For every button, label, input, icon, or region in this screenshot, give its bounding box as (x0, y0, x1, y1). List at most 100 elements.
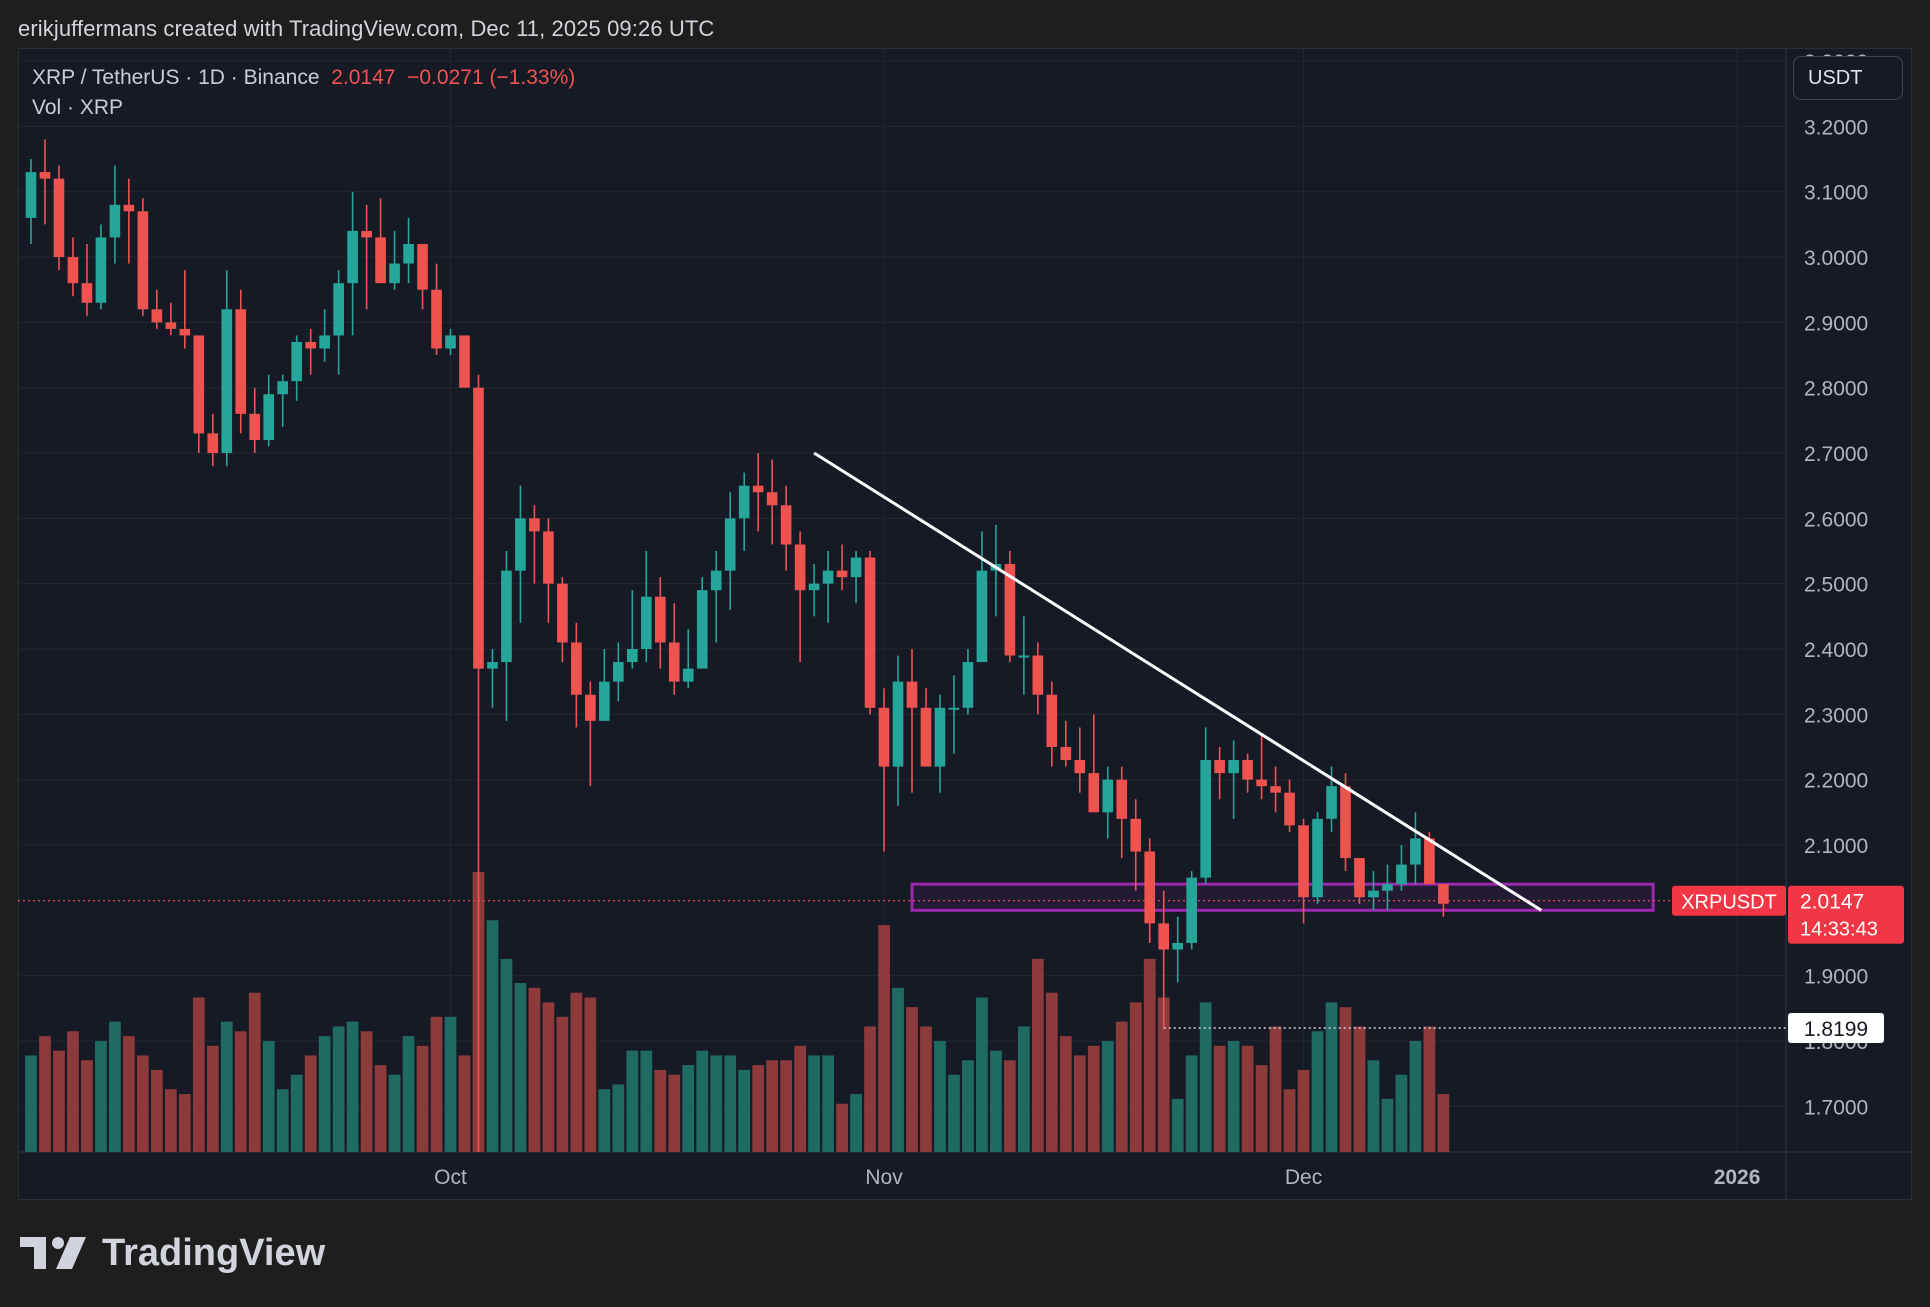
candle-body[interactable] (766, 492, 778, 506)
candle-body[interactable] (1270, 786, 1281, 793)
candle-body[interactable] (738, 485, 750, 519)
currency-button[interactable]: USDT (1793, 56, 1903, 100)
candle-body[interactable] (263, 394, 275, 440)
candle-body[interactable] (1046, 694, 1058, 747)
candle-body[interactable] (626, 648, 638, 663)
volume-legend[interactable]: Vol · XRP (32, 96, 124, 119)
candle-body[interactable] (1396, 864, 1407, 885)
candle-body[interactable] (878, 707, 890, 767)
candle-body[interactable] (920, 707, 932, 767)
candle-body[interactable] (95, 237, 107, 303)
candle-body[interactable] (249, 413, 261, 440)
candle-body[interactable] (794, 544, 806, 591)
candle-body[interactable] (780, 505, 792, 545)
candle-body[interactable] (431, 289, 442, 349)
candle-body[interactable] (571, 642, 582, 695)
candle-body[interactable] (193, 335, 205, 434)
candle-body[interactable] (864, 557, 876, 708)
candle-body[interactable] (1354, 858, 1365, 898)
candle-body[interactable] (1298, 825, 1309, 898)
candle-body[interactable] (668, 642, 680, 682)
symbol-legend[interactable]: XRP / TetherUS · 1D · Binance 2.0147 −0.… (32, 66, 575, 90)
candle-body[interactable] (277, 381, 289, 395)
candle-body[interactable] (599, 681, 610, 721)
candle-body[interactable] (403, 243, 414, 264)
candle-body[interactable] (473, 387, 484, 669)
candle-body[interactable] (682, 668, 694, 682)
candle-body[interactable] (1326, 786, 1337, 819)
candle-body[interactable] (934, 707, 946, 767)
candle-body[interactable] (1312, 818, 1323, 898)
candle-body[interactable] (305, 341, 316, 349)
candle-body[interactable] (1200, 760, 1211, 878)
candle-body[interactable] (109, 204, 121, 238)
candle-body[interactable] (123, 204, 135, 212)
candle-body[interactable] (822, 570, 834, 584)
candle-body[interactable] (752, 485, 764, 493)
price-chart[interactable]: 3.30003.20003.10003.00002.90002.80002.70… (18, 48, 1912, 1200)
candle-body[interactable] (39, 172, 51, 179)
candle-body[interactable] (1130, 818, 1142, 852)
candle-body[interactable] (1172, 942, 1184, 950)
candle-body[interactable] (724, 518, 736, 571)
candle-body[interactable] (235, 309, 247, 414)
candle-body[interactable] (640, 596, 652, 649)
candle-body[interactable] (25, 172, 37, 218)
trendline[interactable] (813, 451, 1543, 912)
candle-body[interactable] (375, 237, 386, 284)
candle-body[interactable] (1018, 655, 1030, 658)
candle-body[interactable] (361, 230, 372, 238)
candle-body[interactable] (1214, 760, 1225, 774)
candle-body[interactable] (654, 596, 666, 643)
candle-body[interactable] (948, 707, 960, 710)
candle-body[interactable] (137, 211, 149, 310)
candle-body[interactable] (179, 328, 191, 336)
candle-body[interactable] (1284, 792, 1295, 826)
candle-body[interactable] (836, 570, 848, 578)
candle-body[interactable] (585, 694, 596, 721)
candle-body[interactable] (291, 341, 303, 382)
candle-body[interactable] (1088, 773, 1100, 813)
candle-body[interactable] (557, 583, 568, 643)
candle-body[interactable] (1340, 786, 1351, 859)
candle-body[interactable] (515, 518, 526, 571)
candle-body[interactable] (906, 681, 918, 708)
candle-body[interactable] (1144, 851, 1156, 924)
candle-body[interactable] (1186, 877, 1197, 943)
candle-body[interactable] (1410, 838, 1421, 865)
candle-body[interactable] (1004, 564, 1016, 656)
candle-body[interactable] (1116, 779, 1128, 819)
candle-body[interactable] (1228, 760, 1239, 774)
candle-body[interactable] (696, 590, 708, 669)
candle-body[interactable] (417, 243, 428, 290)
candle-body[interactable] (1424, 838, 1435, 885)
candle-body[interactable] (67, 257, 79, 284)
candle-body[interactable] (892, 681, 904, 767)
candle-body[interactable] (613, 662, 624, 682)
candle-body[interactable] (1438, 884, 1449, 904)
candle-body[interactable] (962, 662, 974, 708)
candle-body[interactable] (1382, 884, 1393, 891)
candle-body[interactable] (221, 309, 233, 454)
candle-body[interactable] (1060, 746, 1072, 761)
candle-body[interactable] (808, 583, 820, 591)
candle-body[interactable] (319, 335, 330, 349)
candle-body[interactable] (207, 433, 219, 454)
candle-body[interactable] (53, 178, 65, 258)
candle-body[interactable] (1102, 779, 1114, 813)
candle-body[interactable] (501, 570, 512, 663)
candle-body[interactable] (333, 283, 344, 336)
candle-body[interactable] (850, 557, 862, 578)
candle-body[interactable] (1242, 760, 1253, 780)
candle-body[interactable] (445, 335, 456, 349)
candle-body[interactable] (487, 662, 498, 669)
candle-body[interactable] (1368, 890, 1379, 898)
symbol-name[interactable]: XRP / TetherUS · 1D · Binance (32, 66, 320, 89)
candle-body[interactable] (543, 531, 554, 584)
candle-body[interactable] (1032, 655, 1044, 695)
support-zone[interactable] (910, 882, 1655, 912)
candle-body[interactable] (1256, 779, 1267, 787)
candle-body[interactable] (165, 322, 177, 329)
candle-body[interactable] (710, 570, 722, 591)
candle-body[interactable] (976, 570, 988, 663)
